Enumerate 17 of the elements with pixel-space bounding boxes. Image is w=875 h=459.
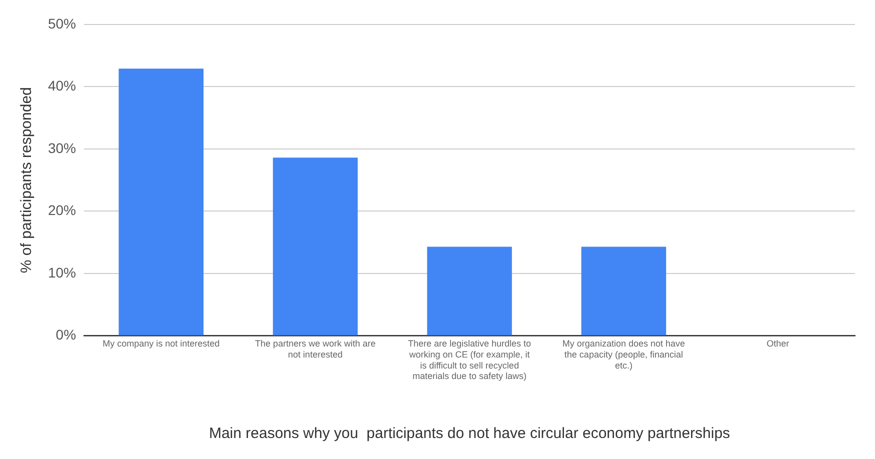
x-tick-label: The partners we work with are not interested xyxy=(255,338,376,360)
y-tick-label: 0% xyxy=(56,326,76,343)
y-tick-label: 50% xyxy=(48,15,76,32)
y-tick-label: 30% xyxy=(48,140,76,156)
y-tick-label: 40% xyxy=(48,78,76,94)
bar xyxy=(272,158,358,336)
x-axis-title: Main reasons why you participants do not have circular economy partnerships xyxy=(208,425,730,442)
x-tick-label: Other xyxy=(766,338,790,349)
y-tick-label: 20% xyxy=(48,202,76,218)
x-tick-label: My company is not interested xyxy=(102,338,220,349)
bar xyxy=(581,246,666,336)
bar xyxy=(427,246,512,336)
y-axis-title: % of participants responded xyxy=(18,87,36,274)
x-tick-label: There are legislative hurdles to working on CE (for example, it is difficult to sell recycled materials due to safety laws) xyxy=(408,338,532,382)
bar xyxy=(118,68,204,336)
x-tick-label: My organization does not have the capacity (people, financial etc.) xyxy=(562,338,685,370)
y-tick-label: 10% xyxy=(48,264,76,280)
